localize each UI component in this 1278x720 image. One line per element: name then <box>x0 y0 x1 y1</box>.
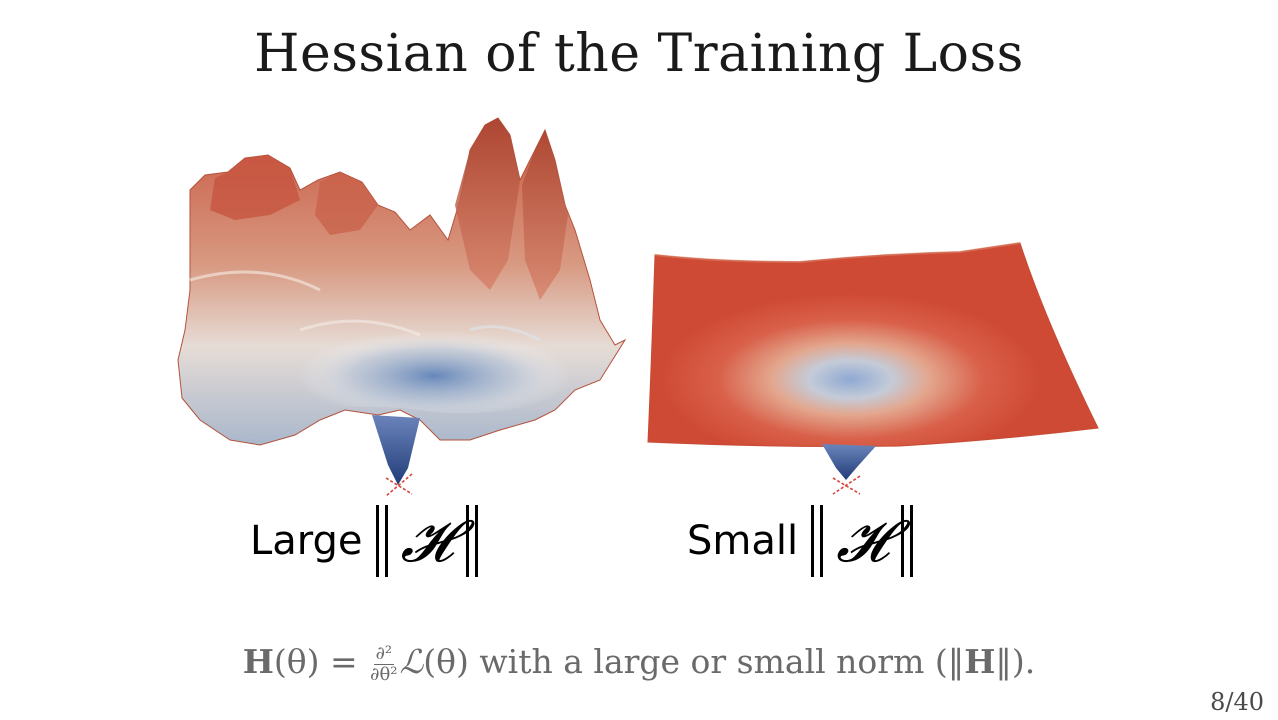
smooth-loss-surface <box>647 242 1099 495</box>
norm-bar <box>375 505 379 577</box>
caption-loss-symbol: ℒ <box>399 642 424 681</box>
caption-fraction: ∂² ∂θ² <box>370 642 398 685</box>
large-word: Large <box>250 518 363 564</box>
norm-bar <box>465 505 469 577</box>
hessian-symbol: 𝓗 <box>836 506 889 575</box>
norm-bar <box>910 505 914 577</box>
caption-loss-arg: (θ) <box>423 642 469 681</box>
caption-theta-arg: (θ) = <box>273 642 358 681</box>
rough-loss-surface <box>177 117 627 497</box>
caption-text-end: ‖). <box>995 642 1036 681</box>
norm-bar <box>811 505 815 577</box>
norm-bar <box>474 505 478 577</box>
large-norm-label: Large 𝓗 <box>250 505 481 577</box>
caption-text: with a large or small norm (‖ <box>479 642 965 681</box>
slide-title: Hessian of the Training Loss <box>254 24 1024 84</box>
hessian-caption: H(θ) = ∂² ∂θ² ℒ(θ) with a large or small… <box>0 642 1278 685</box>
fraction-numerator: ∂² <box>373 642 395 665</box>
norm-bar <box>901 505 905 577</box>
caption-H: H <box>242 642 274 681</box>
page-number: 8/40 <box>1210 688 1264 716</box>
fraction-denominator: ∂θ² <box>370 663 398 685</box>
small-word: Small <box>687 518 799 564</box>
small-norm-symbol: 𝓗 <box>808 505 916 577</box>
norm-bar <box>384 505 388 577</box>
norm-bar <box>820 505 824 577</box>
large-norm-symbol: 𝓗 <box>373 505 481 577</box>
small-norm-label: Small 𝓗 <box>687 505 916 577</box>
hessian-symbol: 𝓗 <box>400 506 453 575</box>
caption-H-2: H <box>964 642 996 681</box>
